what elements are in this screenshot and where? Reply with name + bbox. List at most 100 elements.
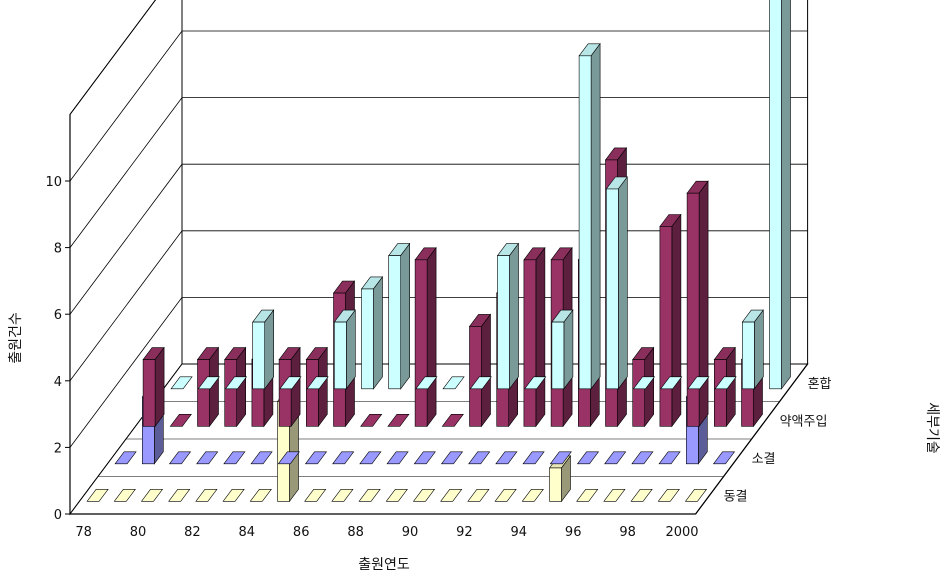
- bar: [494, 488, 517, 502]
- bar: [114, 451, 137, 465]
- bar: [712, 451, 736, 465]
- bar: [169, 413, 192, 427]
- z-axis-line: [695, 363, 809, 515]
- bar: [168, 488, 191, 502]
- x-tick-label: 80: [130, 525, 147, 540]
- bar: [769, 0, 791, 390]
- back-wall: [181, 0, 809, 365]
- x-tick-label: 88: [347, 525, 364, 540]
- bar: [252, 309, 275, 390]
- bar: [333, 309, 356, 390]
- bar: [468, 313, 492, 428]
- bar: [304, 488, 327, 502]
- bar: [222, 488, 245, 502]
- bar: [197, 376, 220, 390]
- bar: [659, 213, 682, 428]
- bar: [660, 376, 683, 390]
- bar: [687, 376, 710, 390]
- bar: [224, 376, 248, 390]
- bar: [442, 376, 465, 390]
- bar: [686, 180, 709, 428]
- bar: [657, 488, 680, 502]
- bar: [714, 376, 737, 390]
- gridline: [69, 0, 156, 115]
- x-tick-label: 92: [456, 525, 473, 540]
- bar: [387, 413, 410, 427]
- y-tick-label: 8: [54, 242, 62, 257]
- bar: [278, 346, 301, 428]
- bar: [414, 246, 437, 428]
- series-label: 혼합: [808, 377, 832, 392]
- bar: [604, 451, 627, 465]
- bar: [386, 451, 409, 465]
- bar: [658, 451, 681, 465]
- y-tick-label: 10: [45, 175, 62, 190]
- chart-bars: [86, 0, 791, 503]
- x-tick-label: 86: [293, 525, 310, 540]
- bar: [605, 176, 628, 390]
- bar: [196, 346, 220, 428]
- bar: [415, 376, 438, 390]
- bar: [469, 376, 492, 390]
- bar: [388, 242, 411, 390]
- x-axis-title: 출원연도: [358, 557, 410, 573]
- bar: [741, 309, 764, 390]
- bar: [440, 451, 464, 465]
- bar: [305, 346, 328, 428]
- series-label: 약액주입: [780, 414, 828, 429]
- bar: [250, 451, 273, 465]
- bar: [603, 488, 626, 502]
- bar: [360, 413, 383, 427]
- gridline: [69, 30, 808, 182]
- bar: [413, 451, 436, 465]
- bar: [306, 376, 329, 390]
- y-tick-label: 4: [54, 375, 62, 390]
- bar: [495, 451, 518, 465]
- bar: [496, 242, 520, 390]
- bar: [549, 451, 572, 465]
- bar: [86, 488, 109, 502]
- bar: [224, 346, 247, 428]
- x-tick-label: 2000: [665, 525, 698, 540]
- bar: [195, 488, 218, 502]
- bar: [468, 451, 491, 465]
- x-tick-label: 94: [511, 525, 528, 540]
- bar: [630, 488, 653, 502]
- bar: [578, 42, 601, 390]
- bar: [385, 488, 408, 502]
- bar: [684, 488, 708, 502]
- chart-axes: 0 2 4 6 8 10 78 80 82 84 86 88 90 92 94 96 98 2000 혼합약액주입소…: [45, 114, 832, 540]
- bar: [223, 451, 246, 465]
- y-axis-title: 출원건수: [8, 312, 24, 364]
- x-tick-label: 96: [565, 525, 582, 540]
- series-label: 동결: [724, 489, 748, 504]
- bar: [142, 346, 165, 428]
- bar: [713, 346, 736, 428]
- x-tick-label: 82: [184, 525, 201, 540]
- bar: [277, 451, 300, 465]
- bar: [249, 488, 272, 502]
- bar: [440, 488, 463, 502]
- x-tick-label: 84: [239, 525, 256, 540]
- bar: [576, 488, 599, 502]
- bar: [441, 413, 464, 427]
- x-tick-label: 78: [75, 525, 92, 540]
- x-tick-label: 98: [619, 525, 636, 540]
- bar: [360, 275, 384, 390]
- bar: [331, 488, 354, 502]
- bar: [632, 376, 656, 390]
- bar: [631, 451, 654, 465]
- y-tick-label: 2: [54, 441, 62, 456]
- y-tick-label: 6: [54, 308, 62, 323]
- y-tick-label: 0: [54, 508, 62, 523]
- bar: [332, 451, 355, 465]
- bar: [279, 376, 302, 390]
- bar: [523, 246, 546, 428]
- bar: [140, 488, 164, 502]
- bar: [168, 451, 192, 465]
- bar: [304, 451, 328, 465]
- bar: [576, 451, 600, 465]
- x-tick-label: 90: [402, 525, 419, 540]
- bar: [170, 376, 193, 390]
